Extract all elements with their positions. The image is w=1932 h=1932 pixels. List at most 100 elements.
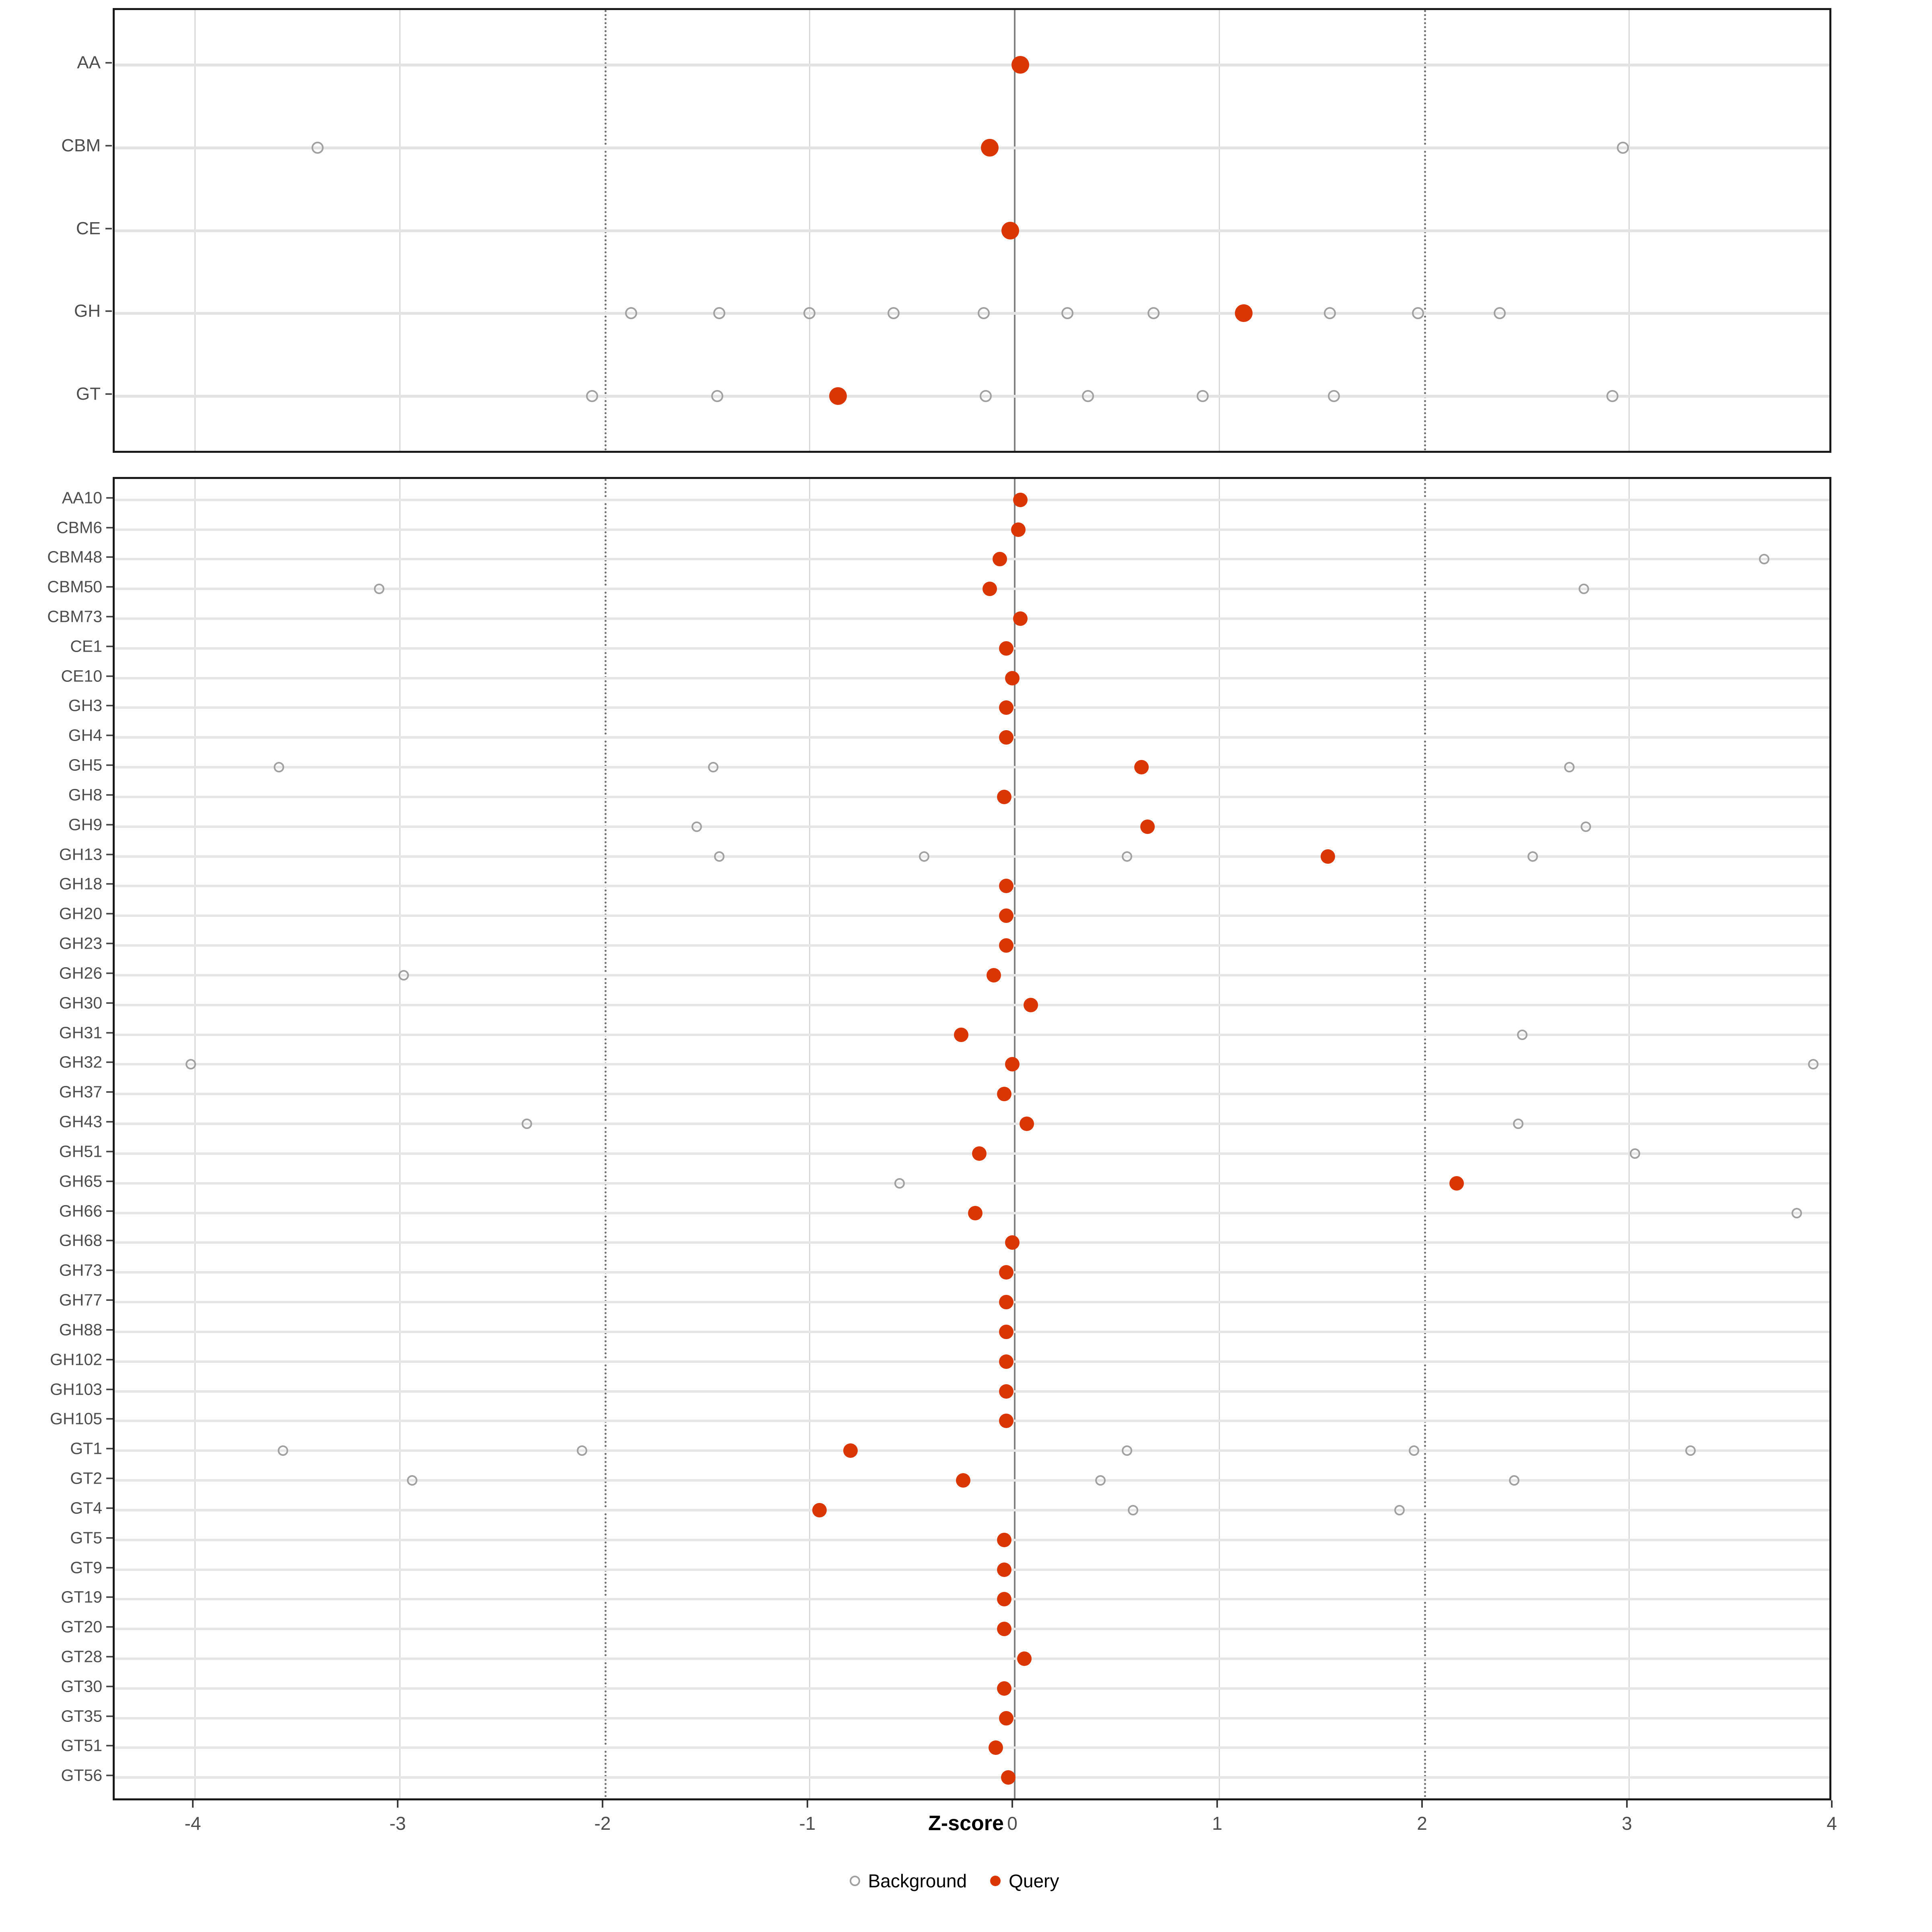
legend-label: Query <box>1009 1870 1059 1891</box>
gridline-y <box>115 63 1829 66</box>
query-point <box>812 1503 827 1517</box>
background-point <box>577 1445 587 1456</box>
background-point <box>708 762 718 773</box>
gridline-y <box>115 1033 1829 1036</box>
x-axis-tick-3 <box>1626 1800 1628 1808</box>
x-axis-label-0: 0 <box>1007 1813 1018 1834</box>
query-point <box>982 582 997 597</box>
background-point <box>586 390 599 402</box>
background-point <box>1517 1029 1528 1040</box>
gridline-y <box>115 1182 1829 1185</box>
background-point <box>803 307 815 320</box>
x-axis-label--2: -2 <box>594 1813 611 1834</box>
open-circle-icon <box>849 1875 860 1886</box>
query-point <box>1013 611 1028 626</box>
query-point <box>1017 1651 1032 1666</box>
query-point <box>997 789 1011 804</box>
query-point <box>956 1473 970 1488</box>
family-class-panel <box>113 8 1831 453</box>
x-axis-label--4: -4 <box>184 1813 201 1834</box>
x-axis-tick--1 <box>807 1800 808 1808</box>
query-point <box>987 968 1001 983</box>
background-point <box>398 970 409 980</box>
x-axis-tick-1 <box>1216 1800 1218 1808</box>
query-point <box>1001 221 1019 239</box>
query-point <box>989 1740 1003 1755</box>
x-axis-label--1: -1 <box>799 1813 816 1834</box>
gridline-y <box>115 1330 1829 1333</box>
query-point <box>999 1384 1013 1399</box>
background-point <box>1527 851 1538 862</box>
gridline-y <box>115 647 1829 650</box>
gridline-y <box>115 1063 1829 1066</box>
legend-entry-background[interactable]: Background <box>849 1868 991 1892</box>
background-point <box>1121 851 1132 862</box>
gridline-y <box>115 1152 1829 1155</box>
gridline-x--1 <box>809 479 810 1798</box>
background-point <box>691 821 702 832</box>
background-point <box>714 851 725 862</box>
background-point <box>185 1059 196 1070</box>
gridline-y <box>115 1003 1829 1006</box>
background-point <box>1792 1208 1802 1218</box>
query-point <box>999 1295 1013 1310</box>
background-point <box>1121 1445 1132 1456</box>
x-axis-label-4: 4 <box>1827 1813 1837 1834</box>
gridline-x-0 <box>1013 479 1016 1798</box>
gridline-x-1 <box>1218 479 1220 1798</box>
query-point <box>999 1265 1013 1280</box>
gridline-y <box>115 1628 1829 1631</box>
gridline-y <box>115 229 1829 232</box>
x-axis-label-2: 2 <box>1417 1813 1427 1834</box>
background-point <box>1564 762 1575 773</box>
background-point <box>979 390 992 402</box>
background-point <box>713 307 726 320</box>
background-point <box>1082 390 1094 402</box>
gridline-y <box>115 1449 1829 1452</box>
background-point <box>1328 390 1340 402</box>
background-point <box>1494 307 1506 320</box>
query-point <box>997 1592 1011 1607</box>
background-point <box>1061 307 1074 320</box>
gridline-y <box>115 677 1829 679</box>
background-point <box>1408 1445 1419 1456</box>
background-point <box>1808 1059 1819 1070</box>
gridline-y <box>115 825 1829 828</box>
gridline-y <box>115 498 1829 501</box>
query-point <box>999 938 1013 953</box>
x-axis-title: Z-score <box>928 1812 1004 1835</box>
query-point <box>1013 492 1028 507</box>
gridline-y <box>115 1241 1829 1244</box>
gridline-y <box>115 795 1829 798</box>
gridline-x--2 <box>605 479 607 1798</box>
gridline-y <box>115 1420 1829 1422</box>
x-axis-tick--4 <box>192 1800 194 1808</box>
gridline-y <box>115 1301 1829 1304</box>
query-point <box>999 1414 1013 1428</box>
family-class-plot-area <box>115 10 1829 451</box>
query-point <box>993 552 1007 567</box>
gridline-y <box>115 1776 1829 1779</box>
query-point <box>1449 1176 1464 1191</box>
gridline-y <box>115 1746 1829 1749</box>
background-point <box>625 307 638 320</box>
gridline-y <box>115 588 1829 590</box>
x-axis-tick-2 <box>1421 1800 1423 1808</box>
background-point <box>1606 390 1619 402</box>
query-point <box>1134 760 1149 775</box>
gridline-y <box>115 1687 1829 1690</box>
x-axis-tick--3 <box>397 1800 398 1808</box>
chart-legend: Background Query <box>0 1868 1932 1892</box>
background-point <box>1581 821 1591 832</box>
background-point <box>1630 1148 1641 1159</box>
legend-label: Background <box>868 1870 967 1891</box>
query-point <box>997 1532 1011 1547</box>
gridline-y <box>115 528 1829 531</box>
background-point <box>1579 584 1589 594</box>
gridline-y <box>115 944 1829 947</box>
background-point <box>1759 554 1769 565</box>
background-point <box>919 851 930 862</box>
legend-entry-query[interactable]: Query <box>990 1868 1082 1892</box>
query-point <box>997 1622 1011 1637</box>
query-point <box>999 908 1013 923</box>
